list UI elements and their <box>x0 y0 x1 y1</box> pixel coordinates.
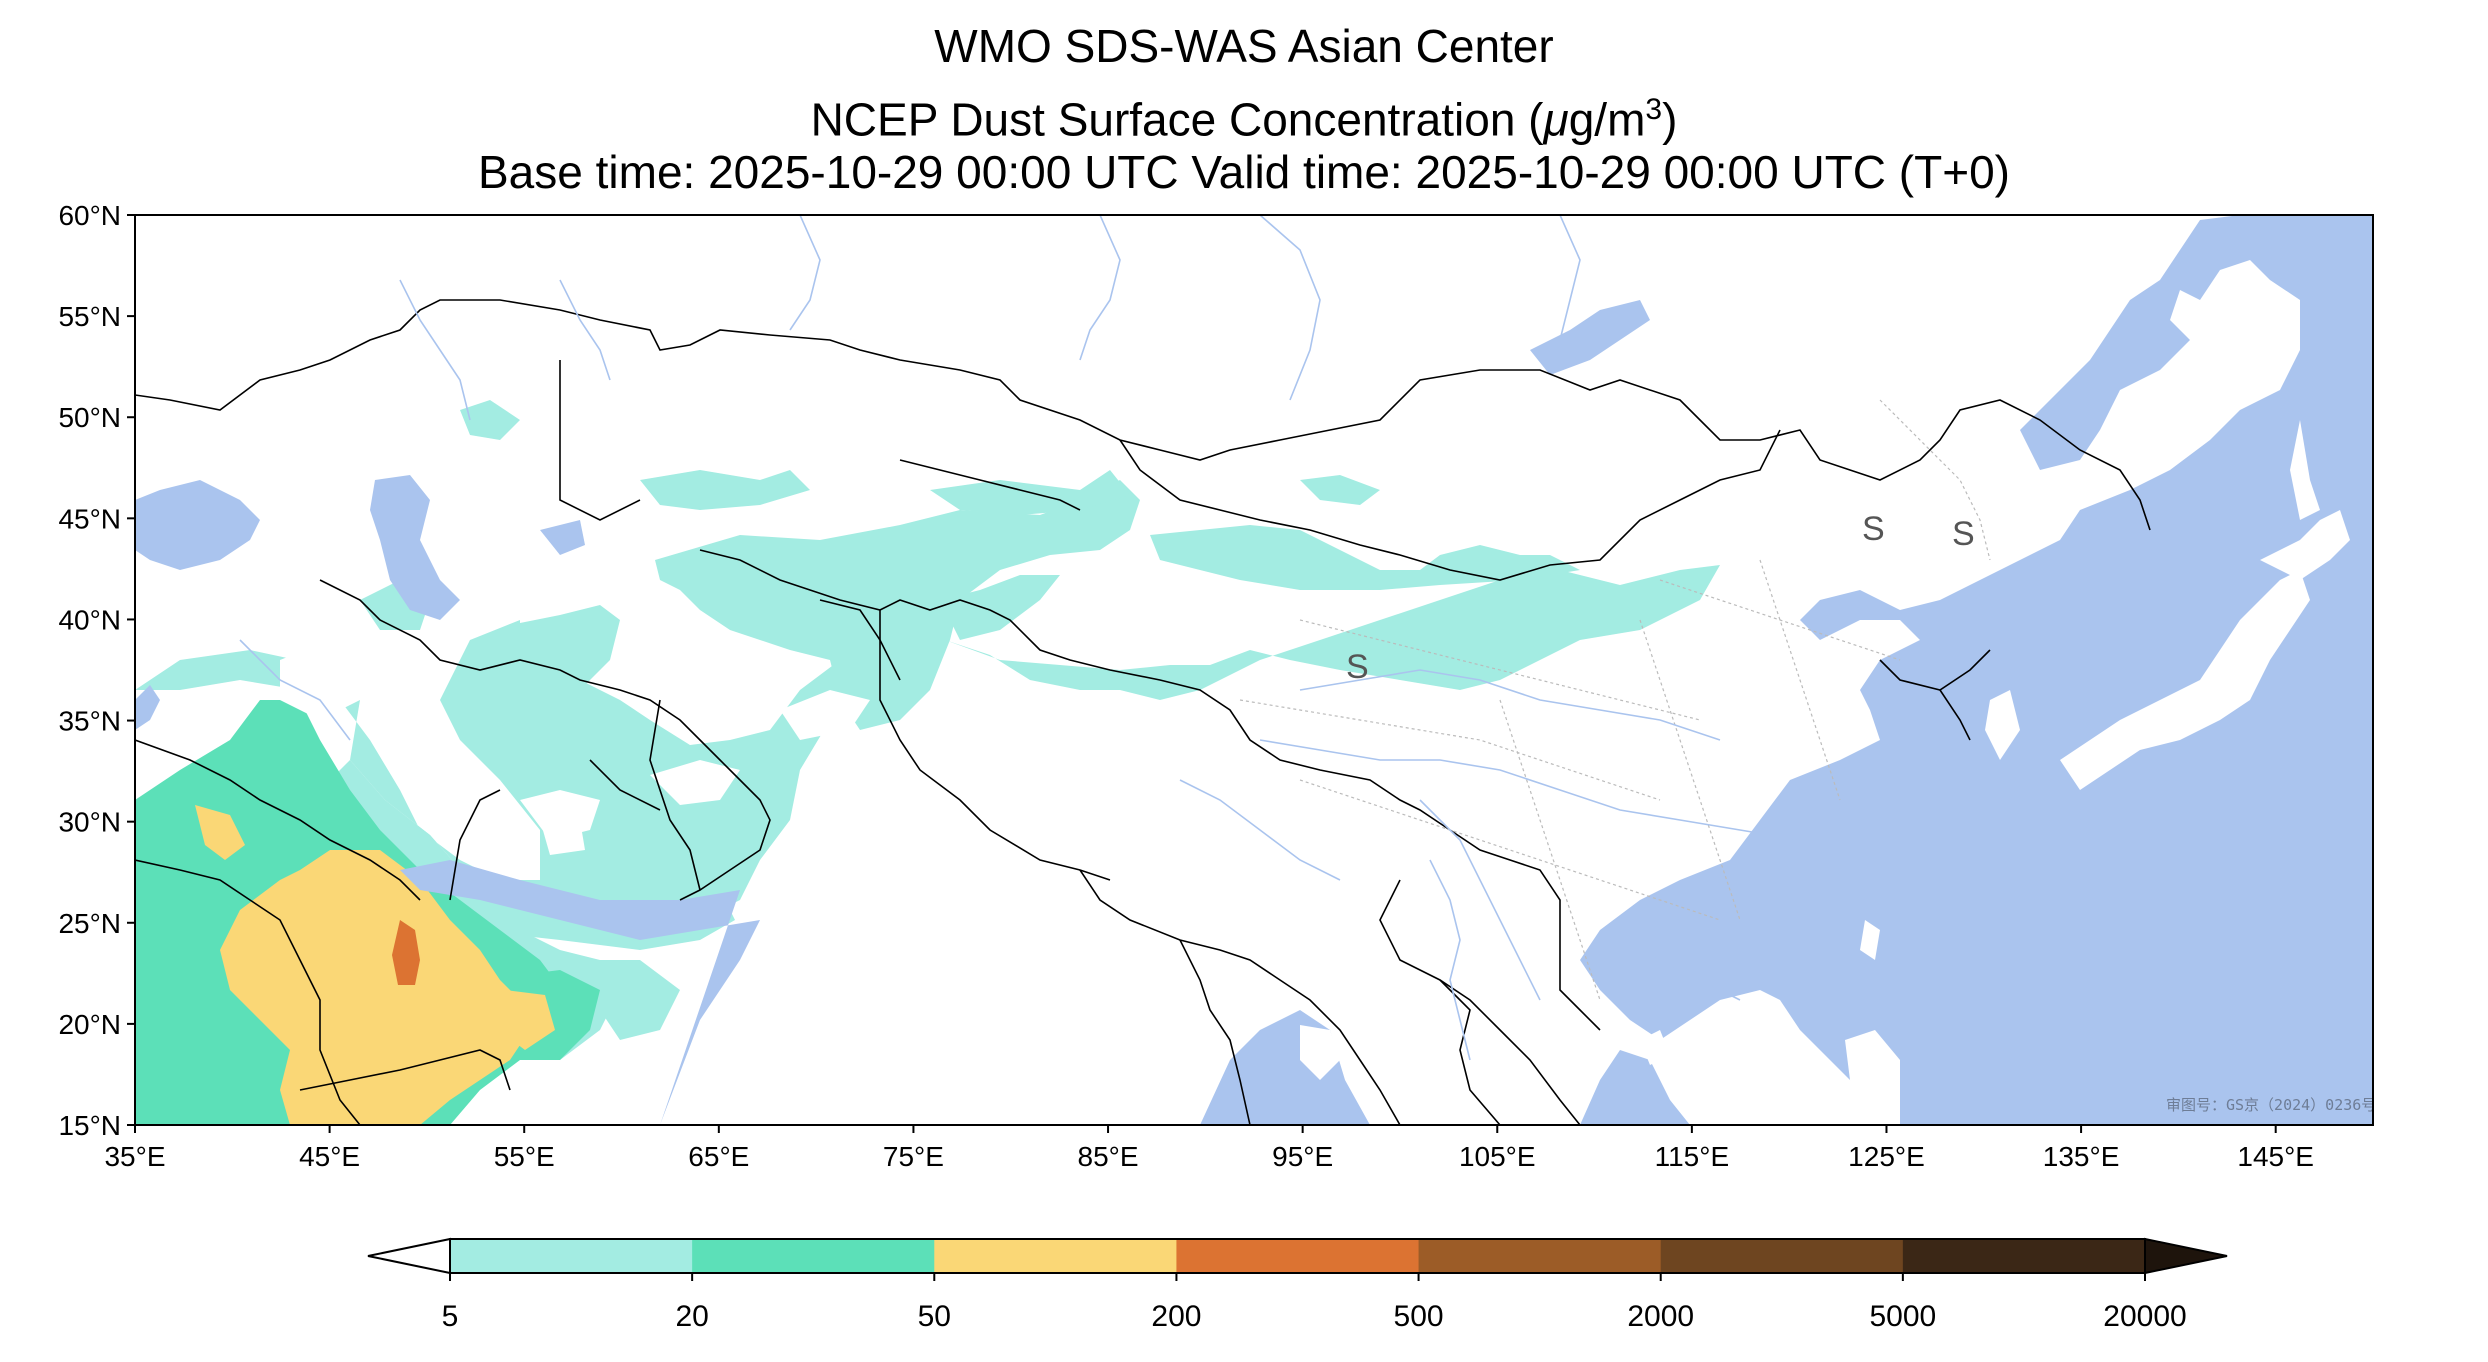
title-unit-superscript: 3 <box>1645 93 1663 126</box>
x-tick-label: 35°E <box>104 1141 165 1172</box>
colorbar-segment <box>1176 1239 1420 1273</box>
x-tick-label: 45°E <box>299 1141 360 1172</box>
x-tick-label: 75°E <box>883 1141 944 1172</box>
colorbar-label: 200 <box>1151 1300 1201 1333</box>
y-tick-label: 45°N <box>58 503 121 534</box>
colorbar-frame <box>449 1238 2146 1274</box>
x-tick-label: 105°E <box>1459 1141 1536 1172</box>
x-tick-label: 135°E <box>2043 1141 2120 1172</box>
y-tick-label: 40°N <box>58 604 121 635</box>
marker-glyph-2: S <box>1862 510 1885 548</box>
x-tick-label: 145°E <box>2237 1141 2314 1172</box>
x-tick-label: 95°E <box>1272 1141 1333 1172</box>
colorbar-label: 2000 <box>1627 1300 1694 1333</box>
colorbar-label: 20 <box>675 1300 708 1333</box>
x-tick-label: 65°E <box>688 1141 749 1172</box>
province-borders <box>1239 399 1991 1001</box>
x-axis: 35°E 45°E 55°E 65°E 75°E 85°E 95°E 105°E 115°E 12… <box>104 1125 2314 1172</box>
chart-title-line1: WMO SDS-WAS Asian Center <box>934 20 1554 72</box>
colorbar-under-arrow <box>367 1237 451 1275</box>
islands <box>1300 420 2350 1125</box>
x-tick-label: 125°E <box>1848 1141 1925 1172</box>
y-tick-label: 20°N <box>58 1009 121 1040</box>
title-close-paren: ) <box>1662 93 1678 146</box>
colorbar-segment <box>1660 1239 1904 1273</box>
y-tick-label: 55°N <box>58 301 121 332</box>
marker-glyph-1: S <box>1346 648 1369 686</box>
marker-glyph-3: S <box>1952 515 1975 553</box>
colorbar-segment <box>1902 1239 2146 1273</box>
chart-title-line3: Base time: 2025-10-29 00:00 UTC Valid ti… <box>478 146 2010 198</box>
dust-clearings <box>280 640 870 855</box>
colorbar-segment <box>1418 1239 1662 1273</box>
chart-title-line2: NCEP Dust Surface Concentration (μg/m3) <box>0 84 2488 145</box>
map-area: S S S 审图号：GS京（2024）0236号 <box>135 215 2376 1125</box>
colorbar-label: 5000 <box>1869 1300 1936 1333</box>
y-axis: 60°N 55°N 50°N 45°N 40°N 35°N 30°N 25°N 20°N 15°N <box>58 200 135 1141</box>
x-tick-label: 55°E <box>494 1141 555 1172</box>
colorbar-segment <box>450 1239 693 1273</box>
dust-level-200-500 <box>392 920 420 985</box>
country-borders <box>135 299 2151 1125</box>
colorbar-label: 500 <box>1394 1300 1444 1333</box>
colorbar-label: 5 <box>442 1300 459 1333</box>
colorbar-segments <box>450 1239 2146 1273</box>
colorbar-segment <box>934 1239 1177 1273</box>
title-unit-text: g/m <box>1568 93 1646 146</box>
y-tick-label: 15°N <box>58 1110 121 1141</box>
y-tick-label: 25°N <box>58 908 121 939</box>
x-tick-label: 115°E <box>1655 1141 1730 1172</box>
colorbar-label: 50 <box>918 1300 951 1333</box>
colorbar-over-arrow <box>2144 1237 2228 1275</box>
colorbar: 5 20 50 200 500 2000 5000 20000 <box>367 1237 2228 1333</box>
title-unit-mu: μ <box>1543 93 1569 146</box>
y-tick-label: 60°N <box>58 200 121 231</box>
colorbar-label: 20000 <box>2103 1300 2186 1333</box>
colorbar-labels: 5 20 50 200 500 2000 5000 20000 <box>442 1273 2187 1333</box>
map-frame <box>134 214 2374 1126</box>
title-product-text: NCEP Dust Surface Concentration ( <box>810 93 1544 146</box>
x-tick-label: 85°E <box>1078 1141 1139 1172</box>
rivers <box>239 215 1801 1061</box>
y-tick-label: 35°N <box>58 706 121 737</box>
y-tick-label: 50°N <box>58 402 121 433</box>
map-review-number: 审图号：GS京（2024）0236号 <box>2166 1096 2376 1114</box>
colorbar-segment <box>692 1239 935 1273</box>
y-tick-label: 30°N <box>58 807 121 838</box>
